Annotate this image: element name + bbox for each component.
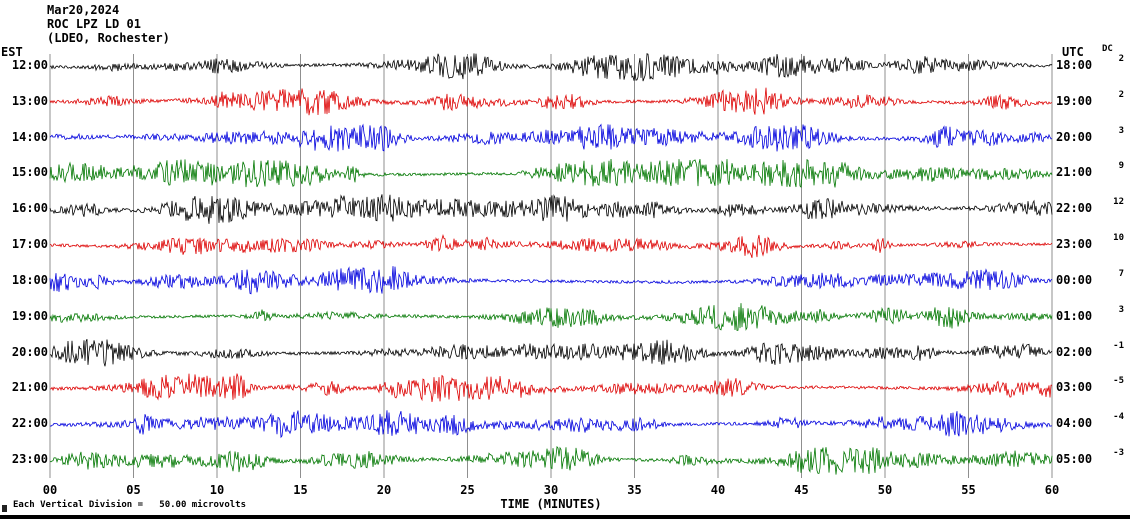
utc-time-label: 00:00: [1056, 272, 1093, 287]
right-axis-label: UTC: [1062, 45, 1084, 59]
dc-offset-value: -1: [1113, 340, 1124, 351]
est-time-label: 19:00: [11, 308, 48, 323]
corner-mark: [2, 505, 7, 512]
est-time-label: 22:00: [11, 416, 48, 431]
dc-offset-value: 12: [1113, 197, 1124, 208]
bottom-bar: [0, 515, 1130, 519]
est-time-label: 15:00: [11, 165, 48, 180]
x-tick-label: 15: [293, 483, 308, 497]
est-time-label: 18:00: [11, 272, 48, 287]
seismic-trace: [49, 266, 1053, 295]
utc-time-label: 18:00: [1056, 58, 1093, 72]
plot-station: ROC LPZ LD 01: [47, 17, 141, 31]
scale-note: Each Vertical Division = 50.00 microvolt…: [13, 500, 246, 510]
dc-offset-value: -3: [1113, 448, 1124, 459]
x-tick-label: 25: [460, 483, 475, 497]
seismic-trace: [49, 53, 1053, 82]
dc-offset-value: -5: [1113, 376, 1124, 387]
dc-offset-value: 3: [1118, 304, 1124, 315]
est-time-label: 12:00: [11, 58, 48, 72]
seismic-trace: [49, 123, 1053, 152]
seismic-trace: [49, 338, 1053, 367]
x-tick-label: 45: [794, 483, 809, 497]
left-axis-label: EST: [1, 45, 23, 59]
dc-offset-value: 7: [1118, 268, 1124, 279]
utc-time-label: 22:00: [1056, 201, 1093, 216]
x-tick-label: 30: [543, 483, 559, 497]
dc-offset-value: 10: [1113, 233, 1124, 244]
seismic-trace: [49, 87, 1053, 116]
est-time-label: 13:00: [11, 93, 48, 108]
x-axis-title: TIME (MINUTES): [500, 497, 602, 511]
x-tick-label: 35: [627, 483, 642, 497]
seismic-trace: [49, 158, 1053, 189]
x-tick-label: 55: [961, 483, 976, 497]
utc-time-label: 02:00: [1056, 344, 1093, 359]
est-time-label: 21:00: [11, 380, 48, 395]
plot-date: Mar20,2024: [47, 3, 120, 17]
utc-time-label: 04:00: [1056, 416, 1093, 431]
plot-network: (LDEO, Rochester): [47, 31, 170, 45]
x-tick-label: 40: [710, 483, 726, 497]
est-time-label: 20:00: [11, 344, 48, 359]
x-tick-label: 00: [42, 483, 58, 497]
est-time-label: 17:00: [11, 237, 48, 252]
seismic-trace: [49, 194, 1053, 224]
dc-offset-value: 9: [1118, 161, 1124, 172]
x-tick-label: 60: [1044, 483, 1060, 497]
est-time-label: 16:00: [11, 201, 48, 216]
est-time-label: 14:00: [11, 129, 48, 144]
utc-time-label: 03:00: [1056, 380, 1093, 395]
x-tick-label: 05: [126, 483, 141, 497]
seismic-trace: [49, 410, 1053, 439]
dc-offset-value: 2: [1118, 89, 1124, 100]
dc-column-label: DC: [1102, 44, 1113, 54]
seismic-trace: [49, 373, 1052, 402]
utc-time-label: 20:00: [1056, 129, 1093, 144]
utc-time-label: 23:00: [1056, 237, 1093, 252]
est-time-label: 23:00: [11, 452, 48, 467]
utc-time-label: 01:00: [1056, 308, 1093, 323]
x-tick-label: 10: [209, 483, 225, 497]
seismic-trace: [49, 303, 1053, 331]
utc-time-label: 05:00: [1056, 452, 1093, 467]
dc-offset-value: 3: [1118, 125, 1124, 136]
dc-offset-value: -4: [1113, 412, 1124, 423]
utc-time-label: 21:00: [1056, 165, 1093, 180]
utc-time-label: 19:00: [1056, 93, 1093, 108]
seismic-trace: [49, 234, 1053, 259]
x-tick-label: 20: [376, 483, 392, 497]
seismic-trace: [49, 445, 1053, 475]
x-tick-label: 50: [877, 483, 893, 497]
dc-offset-value: 2: [1118, 54, 1124, 64]
